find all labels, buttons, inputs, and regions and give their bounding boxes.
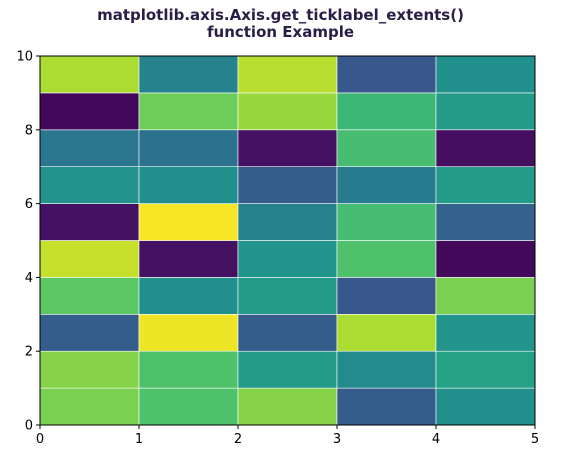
axes-frame [39, 55, 536, 426]
heatmap-cell [336, 350, 437, 389]
heatmap-cell [39, 203, 140, 241]
x-tick-label: 4 [432, 432, 440, 447]
heatmap-cell [435, 387, 536, 426]
y-tick-label: 8 [25, 123, 33, 138]
heatmap-cell [336, 277, 437, 315]
heatmap-cell [39, 129, 140, 168]
x-tick-label: 2 [234, 432, 242, 447]
x-tick-label: 1 [135, 432, 143, 447]
heatmap-cell [39, 350, 140, 389]
heatmap-cell [138, 203, 239, 241]
heatmap-cell [237, 129, 338, 168]
chart-title-line-2: function Example [206, 23, 355, 41]
heatmap-cell [237, 350, 338, 389]
heatmap-cell [39, 55, 140, 94]
heatmap-cell [138, 55, 239, 94]
heatmap-cell [237, 166, 338, 204]
heatmap-cell [336, 55, 437, 94]
x-axis-ticks: 0 1 2 3 4 5 [36, 425, 539, 447]
y-tick-label: 6 [25, 197, 33, 212]
heatmap-cell [435, 313, 536, 352]
heatmap-cell [138, 387, 239, 426]
heatmap-cell [39, 387, 140, 426]
heatmap-cell [336, 129, 437, 168]
chart-title-line-1: matplotlib.axis.Axis.get_ticklabel_exten… [97, 6, 464, 24]
heatmap-cell [237, 92, 338, 131]
heatmap-cell [138, 92, 239, 131]
heatmap-cell [39, 166, 140, 204]
heatmap-cell [237, 387, 338, 426]
heatmap-cell [435, 166, 536, 204]
heatmap-cell [336, 240, 437, 278]
heatmap-cell [39, 92, 140, 131]
y-tick-label: 0 [25, 419, 33, 434]
heatmap-cell [138, 350, 239, 389]
x-tick-label: 0 [36, 432, 44, 447]
heatmap-cell [39, 240, 140, 278]
heatmap-cells [39, 55, 536, 426]
y-tick-label: 10 [16, 50, 33, 65]
heatmap-cell [138, 129, 239, 168]
heatmap-cell [435, 55, 536, 94]
heatmap-cell [435, 277, 536, 315]
heatmap-cell [138, 277, 239, 315]
y-axis-ticks: 0 2 4 6 8 10 [16, 50, 40, 434]
heatmap-cell [336, 387, 437, 426]
heatmap-cell [435, 203, 536, 241]
heatmap-cell [435, 240, 536, 278]
heatmap-cell [39, 277, 140, 315]
y-tick-label: 4 [25, 271, 33, 286]
x-tick-label: 3 [333, 432, 341, 447]
x-tick-label: 5 [531, 432, 539, 447]
heatmap-cell [138, 313, 239, 352]
heatmap-cell [138, 166, 239, 204]
heatmap-cell [237, 203, 338, 241]
heatmap-cell [336, 92, 437, 131]
heatmap-cell [237, 277, 338, 315]
heatmap-cell [435, 350, 536, 389]
heatmap-cell [336, 203, 437, 241]
heatmap-cell [237, 313, 338, 352]
heatmap-cell [435, 92, 536, 131]
heatmap-cell [39, 313, 140, 352]
heatmap-cell [435, 129, 536, 168]
heatmap-cell [336, 166, 437, 204]
heatmap-cell [237, 240, 338, 278]
heatmap-cell [138, 240, 239, 278]
heatmap-cell [237, 55, 338, 94]
y-tick-label: 2 [25, 345, 33, 360]
heatmap-cell [336, 313, 437, 352]
